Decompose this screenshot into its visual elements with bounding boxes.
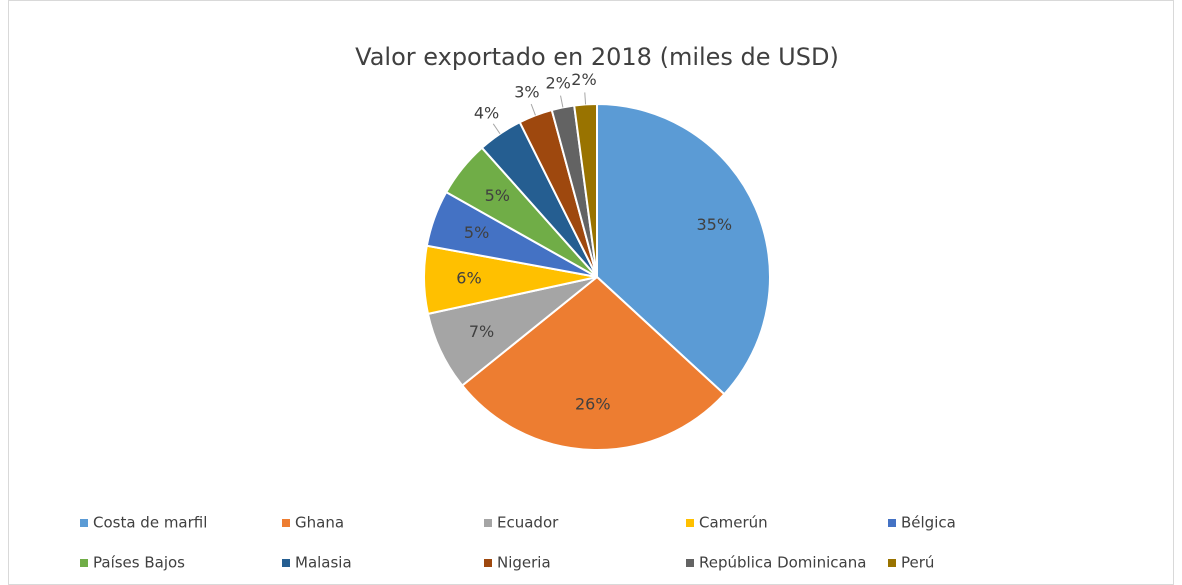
legend-label: Camerún <box>699 514 768 532</box>
legend-swatch <box>888 519 896 527</box>
legend-label: Bélgica <box>901 514 956 532</box>
data-label: 2% <box>545 73 570 92</box>
data-label: 7% <box>469 322 494 341</box>
data-label: 3% <box>514 82 539 101</box>
data-label: 6% <box>456 269 481 288</box>
legend-swatch <box>686 559 694 567</box>
pie-slice <box>596 102 771 396</box>
legend-swatch <box>686 519 694 527</box>
data-label: 2% <box>571 70 596 89</box>
legend-label: Perú <box>901 554 934 572</box>
data-label: 4% <box>474 103 499 122</box>
leader-line <box>492 123 501 135</box>
data-label: 5% <box>485 186 510 205</box>
legend-label: República Dominicana <box>699 554 866 572</box>
legend-swatch <box>282 559 290 567</box>
legend-swatch <box>484 559 492 567</box>
legend-swatch <box>484 519 492 527</box>
legend-swatch <box>888 559 896 567</box>
data-label: 35% <box>696 215 732 234</box>
legend-swatch <box>80 519 88 527</box>
leader-line <box>530 103 536 116</box>
legend-label: Ghana <box>295 514 344 532</box>
leader-line <box>584 92 587 105</box>
data-label: 5% <box>464 223 489 242</box>
legend-label: Malasia <box>295 554 352 572</box>
legend-swatch <box>282 519 290 527</box>
legend-label: Nigeria <box>497 554 551 572</box>
legend-label: Ecuador <box>497 514 559 532</box>
data-label: 26% <box>575 394 611 413</box>
legend-label: Países Bajos <box>93 554 185 572</box>
leader-line <box>560 95 564 108</box>
pie-slice <box>460 275 726 451</box>
legend-label: Costa de marfil <box>93 514 207 532</box>
legend-swatch <box>80 559 88 567</box>
chart-title: Valor exportado en 2018 (miles de USD) <box>355 43 839 71</box>
